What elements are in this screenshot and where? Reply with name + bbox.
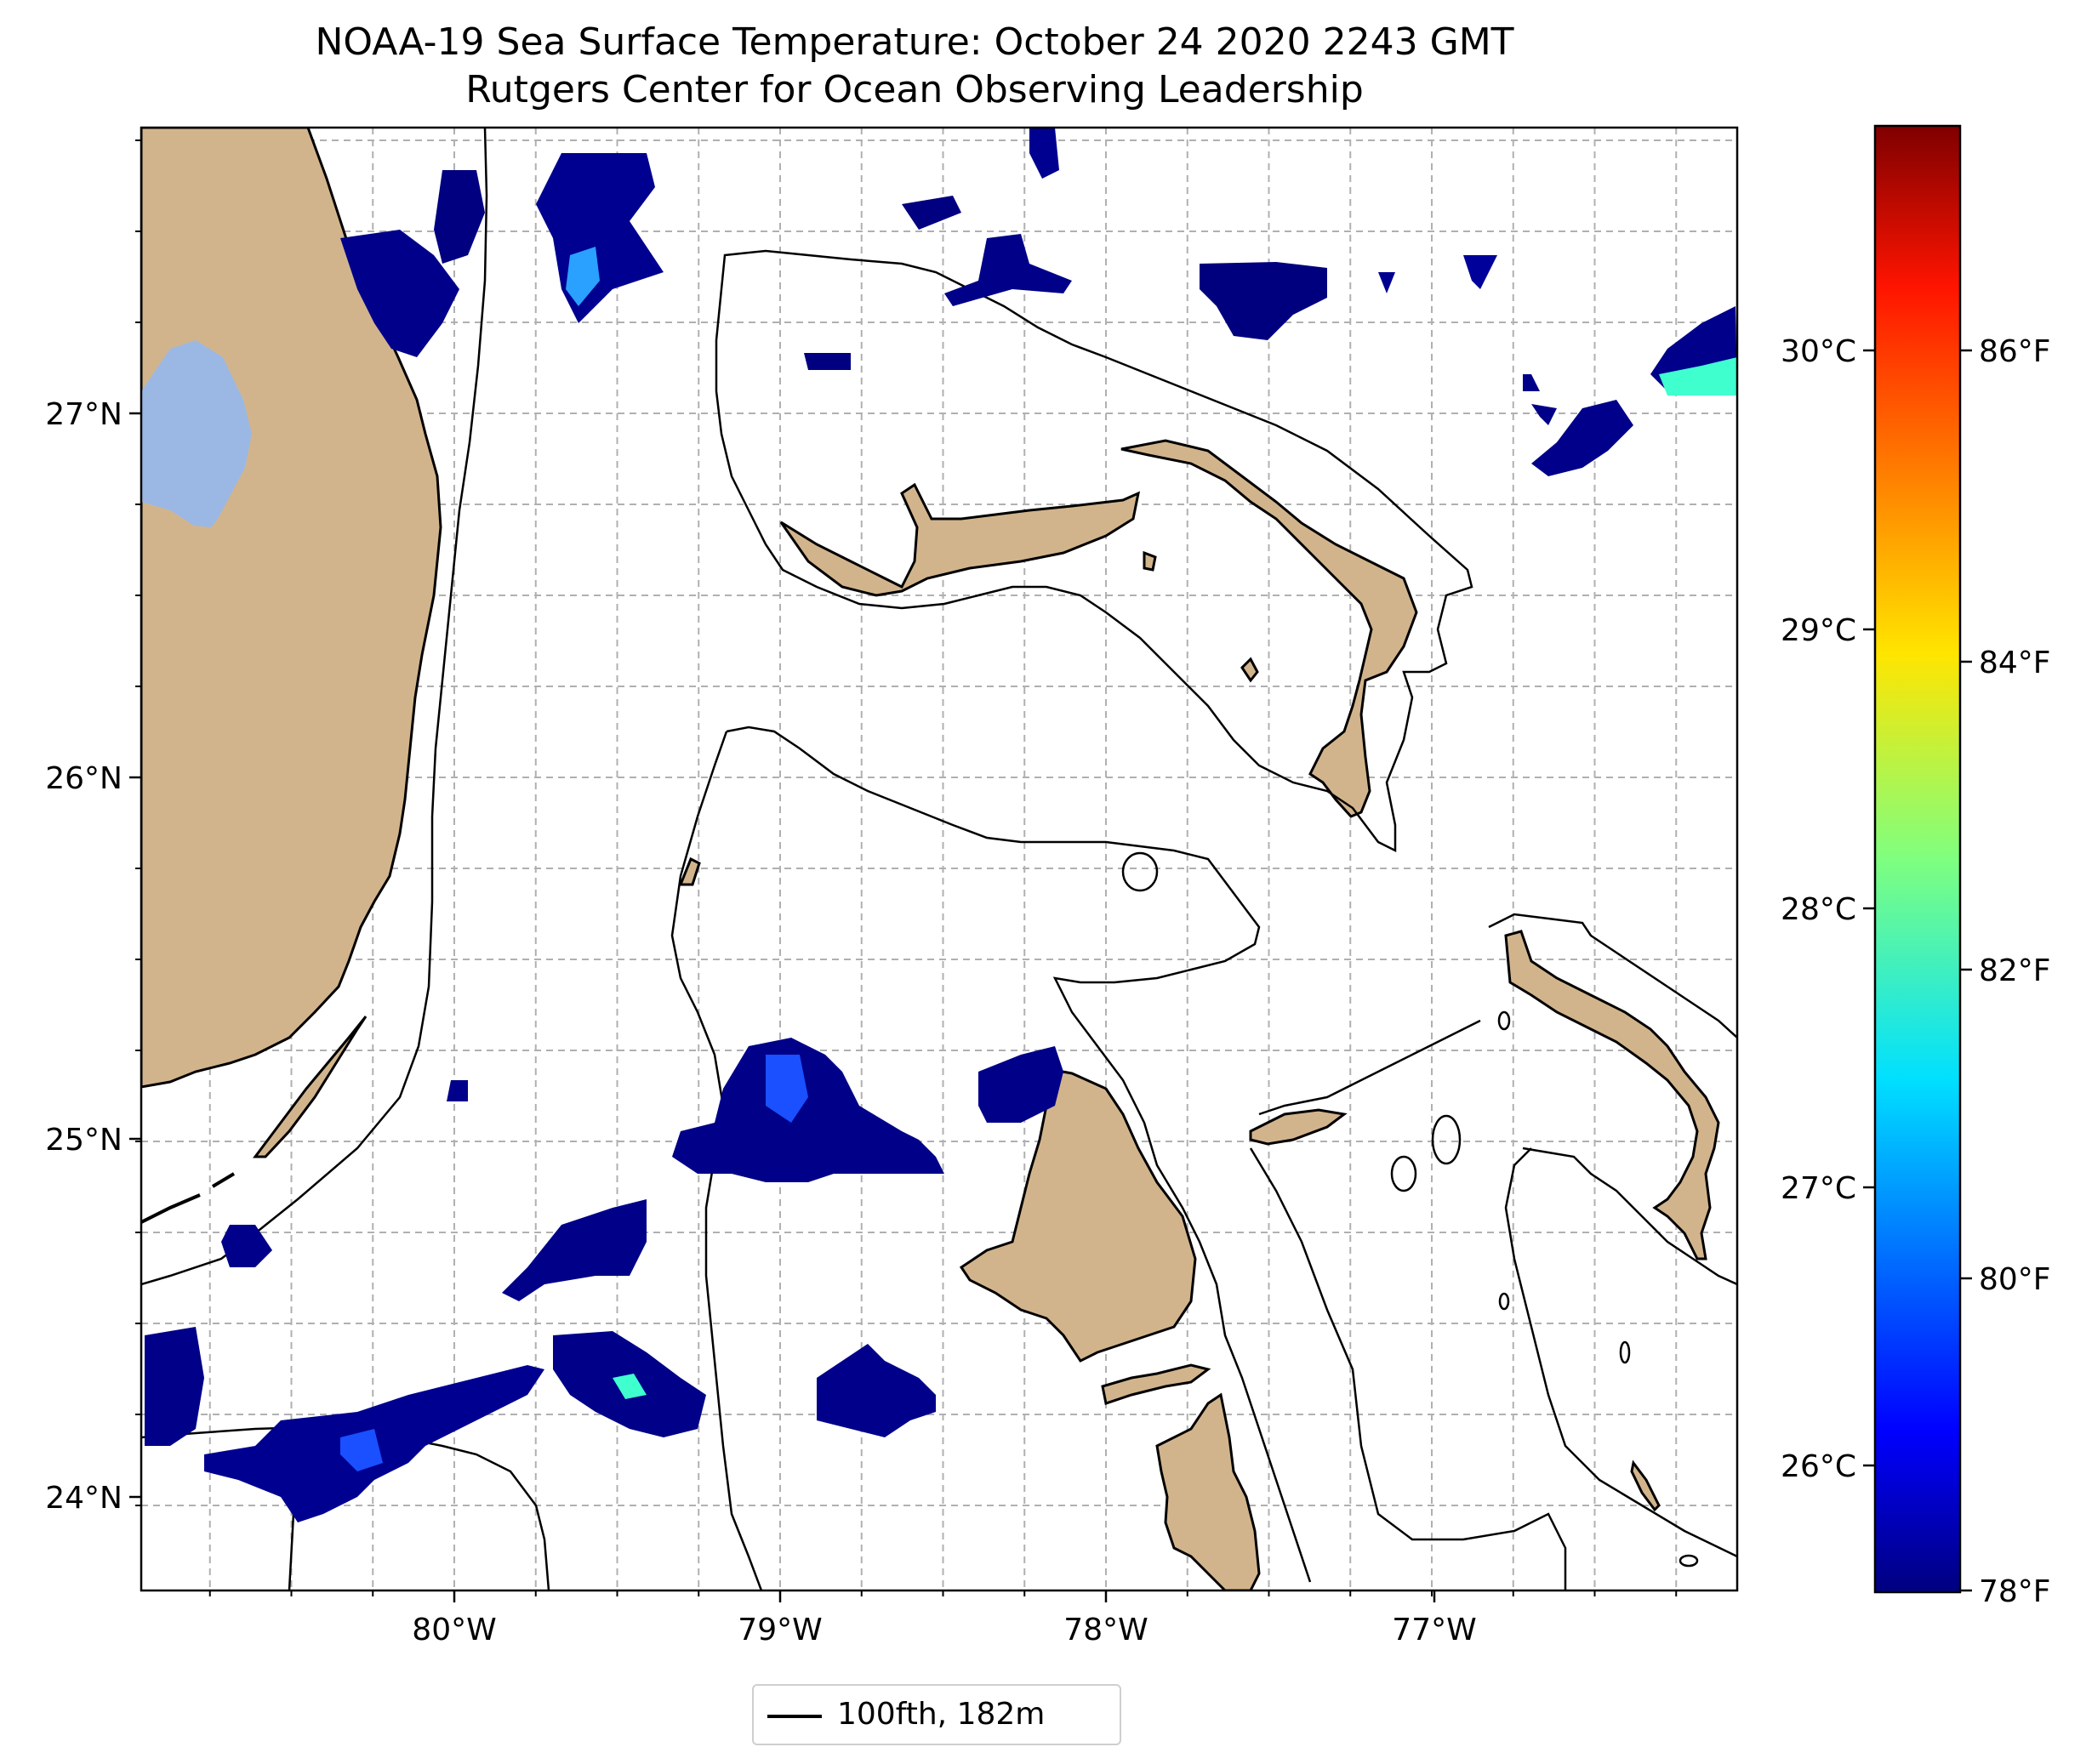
sst-patch-8 (1029, 128, 1059, 179)
sst-patch-6 (1200, 262, 1327, 340)
lon-tick-label: 79°W (738, 1613, 822, 1647)
lat-tick-label: 26°N (45, 761, 123, 796)
sst-patch-9 (1463, 255, 1497, 289)
contour-islet-1 (1431, 1114, 1462, 1165)
colorbar-fahrenheit-ticks: 86°F 84°F 82°F 80°F 78°F (1960, 334, 2051, 1609)
fahrenheit-tick-label: 86°F (1979, 334, 2051, 369)
land-small-cay-2 (1143, 550, 1157, 572)
contour-islet-4 (1497, 1010, 1511, 1031)
sst-patch-1 (434, 170, 485, 264)
lake-okeechobee (141, 340, 252, 527)
sst-patches (145, 128, 1737, 1522)
latitude-ticks: 27°N 26°N 25°N 24°N (45, 139, 141, 1516)
lat-tick-label: 27°N (45, 397, 123, 432)
sst-patch-14 (672, 1038, 944, 1182)
contour-islet-3 (1121, 851, 1159, 892)
fahrenheit-tick-label: 78°F (1979, 1574, 2051, 1609)
sst-patch-22 (817, 1344, 936, 1437)
sst-patch-11 (1531, 400, 1633, 476)
lat-tick-label: 25°N (45, 1123, 123, 1158)
chart-subtitle: Rutgers Center for Ocean Observing Leade… (465, 68, 1364, 111)
contour-islet-2 (1390, 1155, 1417, 1192)
longitude-ticks: 80°W 79°W 78°W 77°W (208, 1590, 1678, 1647)
sst-patch-13 (1378, 272, 1395, 293)
lat-tick-label: 24°N (45, 1481, 123, 1516)
sst-patch-21b (613, 1374, 647, 1399)
contour-little-bahama-bank (715, 249, 1473, 853)
contour-south-east (1488, 913, 1737, 1038)
lon-tick-label: 78°W (1063, 1613, 1148, 1647)
lon-tick-label: 80°W (412, 1613, 496, 1647)
contour-islet-5 (1678, 1554, 1699, 1568)
land-abaco (1120, 439, 1418, 818)
celsius-tick-label: 28°C (1781, 892, 1856, 927)
sst-patch-16 (502, 1199, 647, 1301)
land-eleuthera (1504, 930, 1720, 1260)
contour-tongue-of-ocean (1249, 1019, 1737, 1590)
legend: 100fth, 182m (752, 1684, 1121, 1745)
sst-patch-3 (340, 230, 459, 357)
map-frame (140, 126, 1739, 1592)
sst-patch-20b (340, 1429, 383, 1471)
land-andros-mid (1101, 1363, 1211, 1405)
legend-label: 100fth, 182m (837, 1697, 1046, 1732)
land-keys-west (141, 1172, 236, 1225)
celsius-tick-label: 30°C (1781, 334, 1856, 369)
map-panel (141, 128, 1737, 1590)
sst-patch-18 (447, 1080, 468, 1101)
contour-great-bahama-bank (726, 726, 1312, 1583)
contour-florida-shelf (141, 128, 488, 1286)
colorbar-celsius-ticks: 30°C 29°C 28°C 27°C 26°C (1781, 334, 1875, 1484)
sst-patch-4 (902, 196, 961, 230)
celsius-tick-label: 27°C (1781, 1171, 1856, 1206)
fahrenheit-tick-label: 80°F (1979, 1262, 2051, 1297)
lon-tick-label: 77°W (1392, 1613, 1476, 1647)
land-bimini (678, 856, 701, 886)
legend-line-swatch (767, 1715, 822, 1718)
colorbar (1873, 124, 1962, 1594)
celsius-tick-label: 26°C (1781, 1449, 1856, 1484)
contour-exuma-sound (1522, 1147, 1737, 1286)
fahrenheit-tick-label: 84°F (1979, 646, 2051, 680)
chart-title: NOAA-19 Sea Surface Temperature: October… (315, 20, 1514, 64)
sst-patch-14b (766, 1055, 808, 1123)
sst-patch-7 (804, 353, 851, 370)
land-berry-islands (1249, 1108, 1348, 1146)
land-keys (253, 1016, 368, 1158)
sst-patch-5 (944, 234, 1072, 306)
contour-islet-6 (1619, 1340, 1631, 1364)
land-small-cay-1 (1240, 657, 1259, 683)
sst-patch-10 (1523, 374, 1557, 425)
sst-patch-19 (145, 1327, 204, 1446)
land-grand-bahama (779, 482, 1141, 597)
contour-islet-7 (1498, 1292, 1510, 1311)
sst-patch-17 (221, 1225, 272, 1267)
land-andros (959, 1066, 1197, 1363)
sst-patch-12b (1659, 357, 1737, 395)
sst-patch-15 (978, 1046, 1063, 1123)
sst-patch-2b (566, 247, 600, 306)
land-andros-south (1155, 1392, 1261, 1590)
land-exumas (1630, 1460, 1661, 1512)
celsius-tick-label: 29°C (1781, 613, 1856, 648)
fahrenheit-tick-label: 82°F (1979, 953, 2051, 988)
